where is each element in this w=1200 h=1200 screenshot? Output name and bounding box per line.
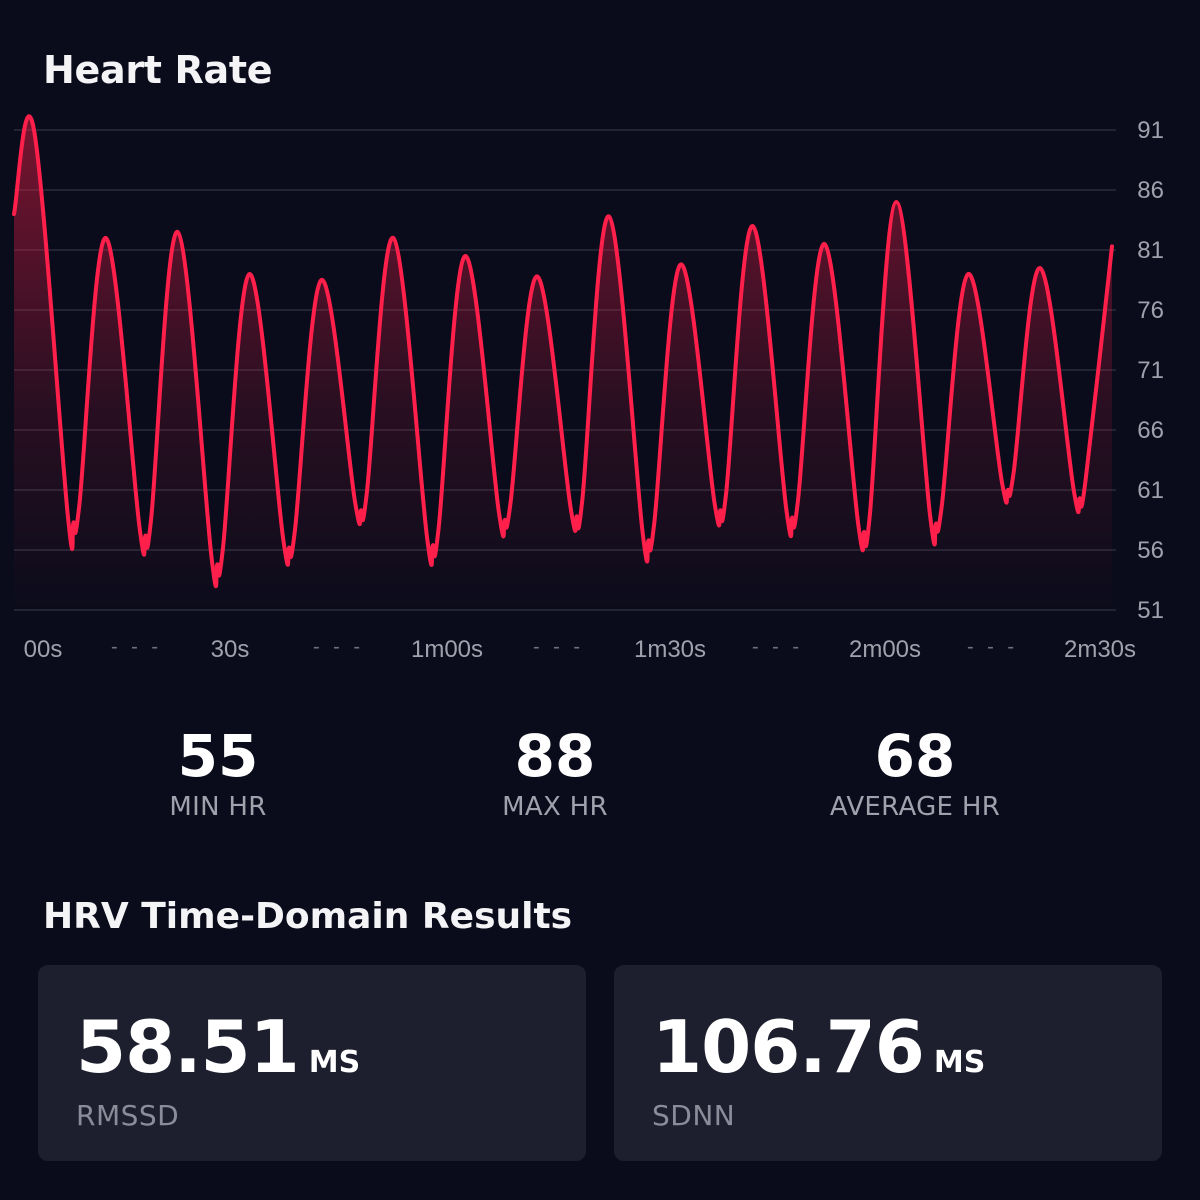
rmssd-card: 58.51 MS RMSSD (38, 965, 586, 1161)
max-hr-stat: 88 MAX HR (405, 722, 705, 822)
x-tick-label: 1m00s (410, 636, 484, 663)
sdnn-unit: MS (933, 1045, 986, 1080)
y-tick-label: 81 (1137, 237, 1164, 264)
x-tick-separator: - - - (751, 636, 804, 658)
sdnn-value: 106.76 (652, 1005, 925, 1089)
x-tick-separator: - - - (532, 636, 585, 658)
x-tick-label: 2m30s (1063, 636, 1137, 663)
rmssd-value: 58.51 (76, 1005, 300, 1089)
x-tick-label: 2m00s (848, 636, 922, 663)
y-tick-label: 61 (1137, 477, 1164, 504)
y-tick-label: 66 (1137, 417, 1164, 444)
max-hr-value: 88 (514, 722, 596, 790)
hrv-section-title: HRV Time-Domain Results (43, 896, 573, 937)
heart-rate-area (14, 116, 1112, 611)
min-hr-value: 55 (177, 722, 259, 790)
x-tick-separator: - - - (110, 636, 163, 658)
sdnn-label: SDNN (652, 1099, 736, 1132)
min-hr-stat: 55 MIN HR (68, 722, 368, 822)
x-tick-label: 00s (23, 636, 63, 663)
average-hr-label: AVERAGE HR (829, 792, 1001, 822)
x-tick-label: 30s (210, 636, 250, 663)
x-tick-separator: - - - (966, 636, 1019, 658)
rmssd-label: RMSSD (76, 1099, 180, 1132)
sdnn-card: 106.76 MS SDNN (614, 965, 1162, 1161)
y-tick-label: 76 (1137, 297, 1164, 324)
average-hr-value: 68 (874, 722, 956, 790)
y-tick-label: 56 (1137, 537, 1164, 564)
y-tick-label: 71 (1137, 357, 1164, 384)
y-tick-label: 86 (1137, 177, 1164, 204)
chart-title: Heart Rate (43, 48, 273, 92)
x-tick-label: 1m30s (633, 636, 707, 663)
rmssd-unit: MS (308, 1045, 361, 1080)
x-tick-separator: - - - (312, 636, 365, 658)
y-tick-label: 51 (1137, 597, 1164, 624)
heart-rate-chart: 91 86 81 76 71 66 61 56 51 (12, 114, 1164, 624)
heart-rate-line (12, 114, 1114, 589)
min-hr-label: MIN HR (169, 792, 267, 822)
max-hr-label: MAX HR (502, 792, 608, 822)
average-hr-stat: 68 AVERAGE HR (765, 722, 1065, 822)
y-tick-label: 91 (1137, 117, 1164, 144)
